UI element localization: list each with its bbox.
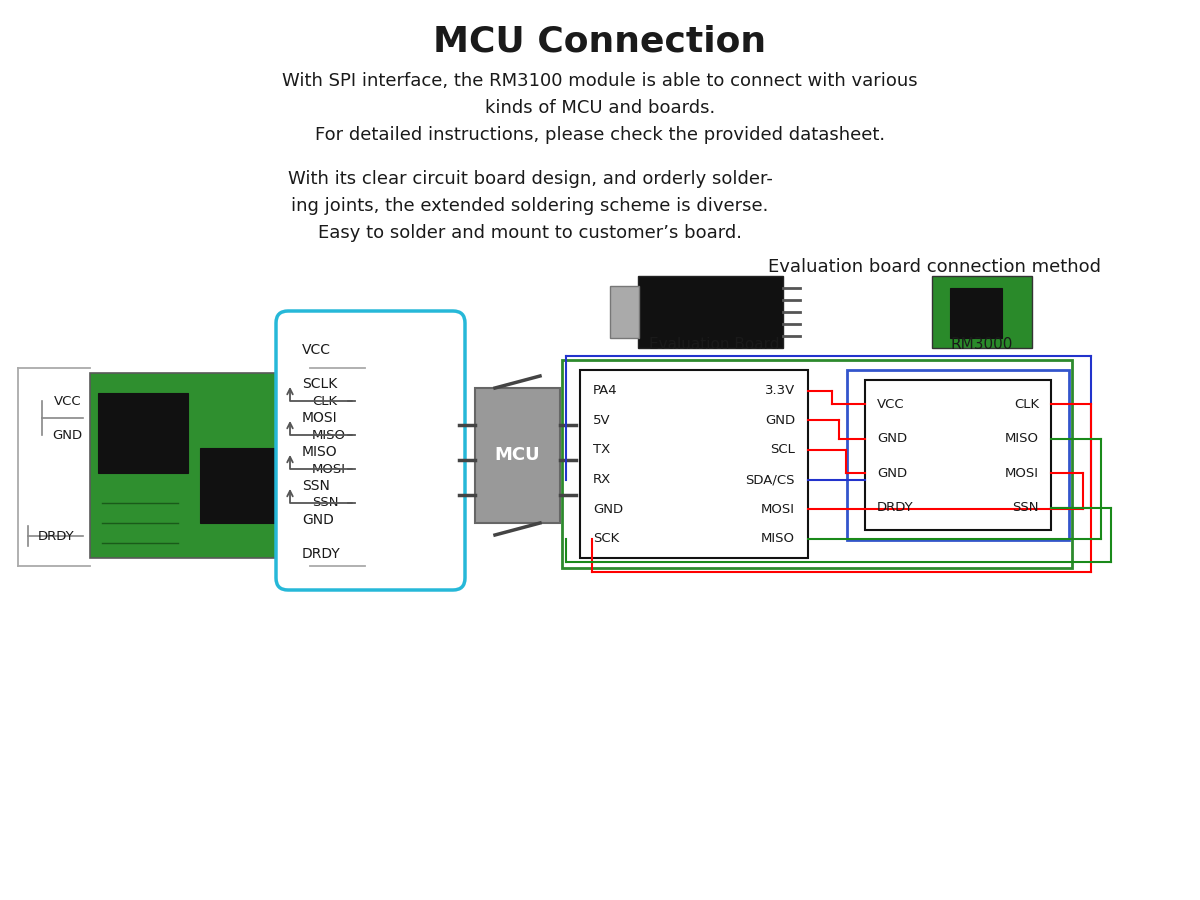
Text: RX: RX	[593, 473, 611, 486]
Text: MCU Connection: MCU Connection	[433, 25, 767, 59]
FancyBboxPatch shape	[638, 276, 784, 348]
FancyBboxPatch shape	[950, 288, 1002, 338]
Text: GND: GND	[302, 513, 334, 527]
Text: MISO: MISO	[1006, 432, 1039, 446]
Text: DRDY: DRDY	[37, 529, 74, 543]
Text: TX: TX	[593, 444, 611, 456]
FancyBboxPatch shape	[580, 370, 808, 558]
Text: PA4: PA4	[593, 384, 618, 397]
Text: SSN: SSN	[302, 479, 330, 493]
Text: SCK: SCK	[593, 532, 619, 545]
FancyBboxPatch shape	[98, 393, 188, 473]
Text: With its clear circuit board design, and orderly solder-
ing joints, the extende: With its clear circuit board design, and…	[288, 170, 773, 242]
Text: GND: GND	[593, 502, 623, 516]
Text: MISO: MISO	[312, 428, 346, 442]
Text: SCLK: SCLK	[302, 377, 337, 391]
Text: 3.3V: 3.3V	[764, 384, 796, 397]
FancyBboxPatch shape	[932, 276, 1032, 348]
Text: RM3000: RM3000	[950, 337, 1013, 352]
Text: MISO: MISO	[302, 445, 337, 459]
Text: SCL: SCL	[770, 444, 796, 456]
Text: DRDY: DRDY	[877, 501, 913, 514]
Text: SSN: SSN	[312, 497, 338, 509]
Text: GND: GND	[764, 414, 796, 427]
Text: With SPI interface, the RM3100 module is able to connect with various
kinds of M: With SPI interface, the RM3100 module is…	[282, 72, 918, 144]
Text: GND: GND	[877, 466, 907, 480]
Text: Evaluation board connection method: Evaluation board connection method	[768, 258, 1102, 276]
Text: GND: GND	[877, 432, 907, 446]
Text: CLK: CLK	[1014, 398, 1039, 410]
Text: VCC: VCC	[877, 398, 905, 410]
Text: MOSI: MOSI	[761, 502, 796, 516]
FancyBboxPatch shape	[610, 286, 640, 338]
FancyBboxPatch shape	[90, 373, 305, 558]
Text: SSN: SSN	[1013, 501, 1039, 514]
Text: Evaluation Board: Evaluation Board	[649, 337, 779, 352]
FancyBboxPatch shape	[276, 311, 464, 590]
FancyBboxPatch shape	[475, 388, 560, 523]
Text: VCC: VCC	[302, 343, 331, 357]
Text: VCC: VCC	[54, 394, 82, 408]
Text: SDA/CS: SDA/CS	[745, 473, 796, 486]
Text: GND: GND	[52, 428, 82, 442]
Text: DRDY: DRDY	[302, 547, 341, 561]
Text: MOSI: MOSI	[1006, 466, 1039, 480]
FancyBboxPatch shape	[200, 448, 275, 523]
Text: 5V: 5V	[593, 414, 611, 427]
FancyBboxPatch shape	[865, 380, 1051, 530]
Text: MOSI: MOSI	[302, 411, 337, 425]
Text: MISO: MISO	[761, 532, 796, 545]
Text: MCU: MCU	[494, 446, 540, 464]
Text: CLK: CLK	[312, 394, 337, 408]
Text: MOSI: MOSI	[312, 463, 346, 475]
